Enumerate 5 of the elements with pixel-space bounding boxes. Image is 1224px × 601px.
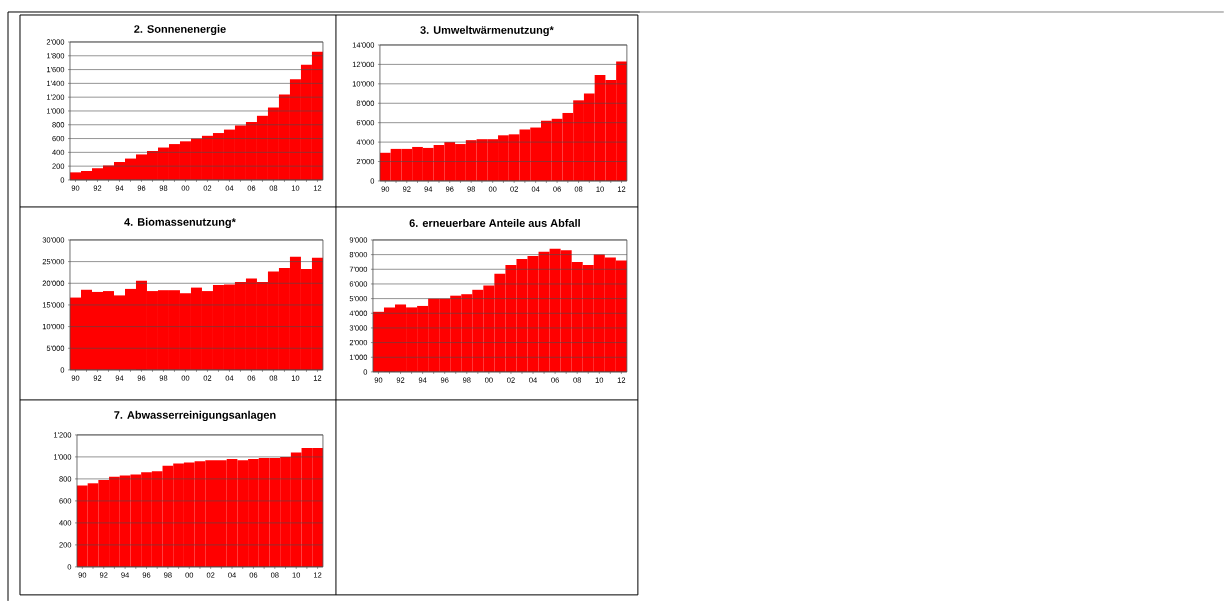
chart-title: 2. Sonnenenergie xyxy=(134,24,226,35)
chart-title: 3. Umweltwärmenutzung* xyxy=(420,25,554,36)
chart-title: 7. Abwasserreinigungsanlagen xyxy=(114,410,276,421)
chart-title: 4. Biomassenutzung* xyxy=(124,217,236,228)
chart-title: 6. erneuerbare Anteile aus Abfall xyxy=(409,218,580,227)
